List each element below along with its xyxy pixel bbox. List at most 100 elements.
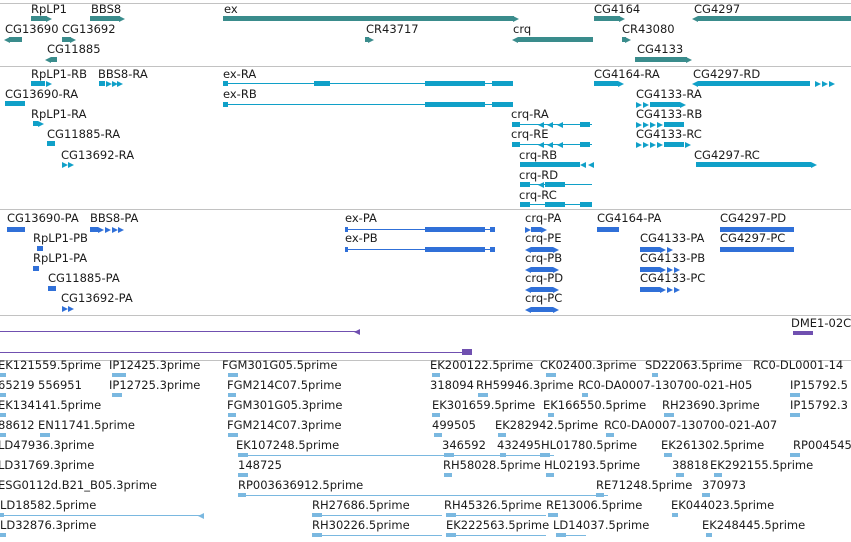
feature-label[interactable]: HL01780.5prime [541,438,638,452]
feature-bar[interactable] [490,247,495,252]
feature-label[interactable]: CG11885-RA [47,127,121,141]
feature-label[interactable]: CG13692-RA [61,148,135,162]
feature-label[interactable]: RE71248.5prime [596,478,693,492]
feature-label[interactable]: CG4133-RB [636,107,703,121]
est-feature[interactable] [606,433,614,437]
feature-label[interactable]: 432495 [497,438,541,452]
feature-label[interactable]: CR43717 [366,22,419,36]
feature-bar[interactable] [518,37,593,42]
feature-label[interactable]: CG4164-RA [594,67,660,81]
feature-bar[interactable] [31,16,47,21]
est-feature[interactable] [228,413,236,417]
feature-label[interactable]: IP12425.3prime [109,358,201,372]
feature-label[interactable]: RpLP1 [31,2,67,16]
feature-label[interactable]: SD22063.5prime [645,358,743,372]
feature-label[interactable]: FGM214C07.5prime [227,378,342,392]
feature-bar[interactable] [698,81,810,86]
feature-label[interactable]: BBS8 [91,2,122,16]
est-feature[interactable] [664,453,672,457]
feature-bar[interactable] [696,162,811,167]
feature-label[interactable]: IP12725.3prime [109,378,201,392]
feature-label[interactable]: 38818 [672,458,709,472]
feature-label[interactable]: CG4133 [637,42,684,56]
feature-bar[interactable] [223,16,514,21]
feature-bar[interactable] [48,286,56,291]
feature-bar[interactable] [490,227,495,232]
est-feature[interactable] [444,473,452,477]
feature-bar[interactable] [594,16,620,21]
feature-label[interactable]: CG4133-RA [636,87,702,101]
feature-label[interactable]: FGM301G05.3prime [227,398,343,412]
feature-label[interactable]: 346592 [442,438,486,452]
feature-label[interactable]: HL02193.5prime [544,458,641,472]
feature-label[interactable]: EK166550.5prime [543,398,647,412]
est-feature[interactable] [228,373,238,377]
feature-label[interactable]: crq-PC [525,291,563,305]
feature-label[interactable]: EK121559.5prime [0,358,102,372]
feature-bar[interactable] [345,247,348,252]
feature-bar[interactable] [31,81,45,86]
feature-bar[interactable] [720,227,794,232]
feature-bar[interactable] [462,349,472,355]
feature-label[interactable]: 65219 [0,378,35,392]
est-feature[interactable] [0,433,6,437]
est-feature[interactable] [238,473,248,477]
feature-label[interactable]: EK134141.5prime [0,398,102,412]
est-feature[interactable] [714,473,722,477]
feature-bar[interactable] [365,37,369,42]
feature-bar[interactable] [580,122,590,127]
feature-bar[interactable] [345,227,348,232]
feature-bar[interactable] [425,102,485,107]
feature-bar[interactable] [635,57,687,62]
est-feature[interactable] [582,393,588,397]
feature-label[interactable]: ex-PB [345,231,378,245]
est-feature[interactable] [676,473,684,477]
feature-label[interactable]: IP15792.3 [790,398,848,412]
est-feature[interactable] [112,373,126,377]
feature-label[interactable]: RC0-DL0001-14 [753,358,844,372]
feature-label[interactable]: ex-RA [223,67,257,81]
feature-label[interactable]: crq [513,22,532,36]
feature-bar[interactable] [512,122,520,127]
feature-label[interactable]: CK02400.3prime [540,358,637,372]
est-feature[interactable] [498,433,506,437]
feature-label[interactable]: 499505 [432,418,476,432]
feature-bar[interactable] [512,142,520,147]
feature-bar[interactable] [580,142,590,147]
feature-label[interactable]: CG13692 [62,22,116,36]
feature-bar[interactable] [597,227,619,232]
feature-label[interactable]: LD47936.3prime [0,438,95,452]
feature-bar[interactable] [720,247,794,252]
feature-bar[interactable] [51,57,57,62]
feature-bar[interactable] [520,202,530,207]
feature-bar[interactable] [47,141,55,146]
feature-label[interactable]: ESG0112d.B21_B05.3prime [0,478,157,492]
feature-label[interactable]: 318094 [430,378,474,392]
feature-bar[interactable] [580,202,592,207]
feature-label[interactable]: LD31769.3prime [0,458,95,472]
est-feature[interactable] [546,473,554,477]
feature-bar[interactable] [99,81,105,86]
feature-label[interactable]: 370973 [702,478,746,492]
feature-label[interactable]: EK200122.5prime [430,358,534,372]
est-feature[interactable] [478,393,488,397]
est-feature[interactable] [702,493,710,497]
est-feature[interactable] [790,393,800,397]
feature-label[interactable]: crq-PD [525,271,564,285]
feature-bar[interactable] [531,287,553,292]
feature-bar[interactable] [640,287,660,292]
feature-label[interactable]: RC0-DA0007-130700-021-H05 [578,378,753,392]
feature-label[interactable]: crq-PB [525,251,563,265]
feature-bar[interactable] [520,162,580,167]
est-feature[interactable] [790,453,800,457]
feature-label[interactable]: crq-PE [525,231,562,245]
feature-bar[interactable] [425,227,485,232]
feature-bar[interactable] [62,37,71,42]
feature-bar[interactable] [650,102,680,107]
feature-bar[interactable] [492,81,513,86]
feature-label[interactable]: CG11885-PA [48,271,120,285]
est-feature[interactable] [0,373,6,377]
feature-bar[interactable] [531,227,541,232]
feature-bar[interactable] [622,37,626,42]
